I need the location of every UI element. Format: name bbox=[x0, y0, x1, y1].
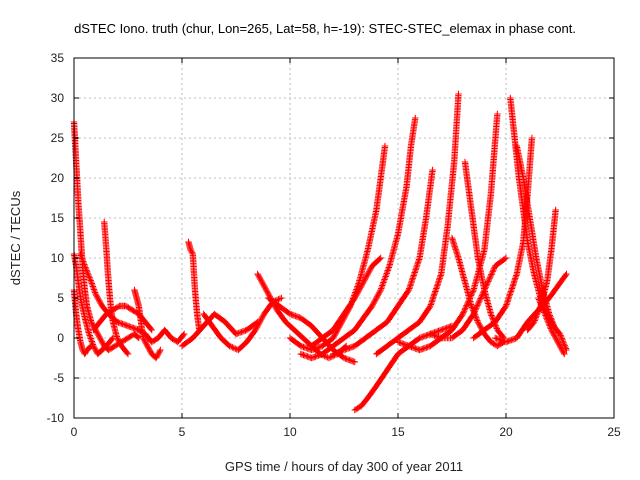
x-tick-label: 10 bbox=[283, 425, 297, 439]
x-tick-label: 5 bbox=[179, 425, 186, 439]
data-series-20 bbox=[394, 110, 501, 354]
series-points bbox=[373, 90, 462, 358]
y-tick-label: 15 bbox=[51, 211, 65, 225]
x-tick-label: 25 bbox=[607, 425, 621, 439]
x-tick-label: 20 bbox=[499, 425, 513, 439]
y-tick-label: 35 bbox=[51, 51, 65, 65]
data-series-13 bbox=[265, 294, 358, 366]
plot-marks bbox=[70, 90, 570, 414]
data-series-18 bbox=[351, 322, 456, 414]
y-tick-label: 0 bbox=[57, 331, 64, 345]
data-series-24 bbox=[470, 134, 536, 342]
series-points bbox=[351, 322, 456, 414]
chart-title: dSTEC Iono. truth (chur, Lon=265, Lat=58… bbox=[74, 21, 576, 36]
axis-ticks: 0 5 10 15 20 25 -10 -5 0 5 10 15 20 25 30 35 bbox=[47, 51, 621, 439]
data-series-19 bbox=[373, 90, 462, 358]
x-tick-label: 0 bbox=[71, 425, 78, 439]
series-points bbox=[185, 238, 203, 334]
series-points bbox=[308, 254, 384, 350]
y-tick-label: 20 bbox=[51, 171, 65, 185]
series-points bbox=[470, 134, 536, 342]
data-series-17 bbox=[330, 166, 436, 358]
data-series-15 bbox=[297, 114, 419, 362]
plot-frame bbox=[73, 57, 615, 419]
series-points bbox=[330, 166, 436, 358]
y-tick-label: -10 bbox=[47, 411, 65, 425]
x-axis-title: GPS time / hours of day 300 of year 2011 bbox=[225, 459, 463, 474]
y-tick-label: 10 bbox=[51, 251, 65, 265]
data-series-9 bbox=[185, 238, 203, 334]
series-points bbox=[394, 110, 501, 354]
data-series-16 bbox=[308, 254, 384, 350]
series-points bbox=[297, 114, 419, 362]
y-axis-title: dSTEC / TECUs bbox=[8, 190, 23, 285]
data-series-29 bbox=[535, 294, 568, 358]
series-points bbox=[535, 294, 568, 358]
series-points bbox=[265, 294, 358, 366]
series-points bbox=[135, 326, 188, 346]
y-tick-label: 30 bbox=[51, 91, 65, 105]
y-tick-label: 25 bbox=[51, 131, 65, 145]
y-tick-label: 5 bbox=[57, 291, 64, 305]
data-series-8 bbox=[135, 326, 188, 346]
y-tick-label: -5 bbox=[53, 371, 64, 385]
x-tick-label: 15 bbox=[391, 425, 405, 439]
